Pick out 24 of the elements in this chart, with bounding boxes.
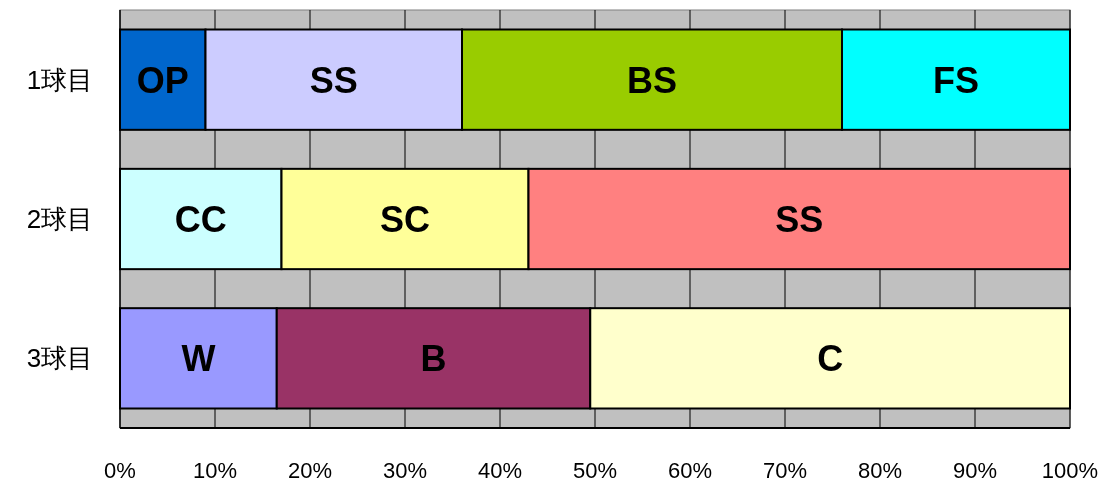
series-label: B — [420, 338, 447, 380]
x-tick-label: 50% — [572, 458, 618, 483]
series-label: FS — [932, 59, 980, 101]
x-tick-label: 70% — [762, 458, 808, 483]
y-tick-label: 3球目 — [26, 343, 94, 374]
x-tick-label: 30% — [382, 458, 428, 483]
x-tick-label: 0% — [104, 458, 136, 483]
series-label: CC — [174, 199, 227, 240]
series-label: BS — [626, 59, 678, 101]
series-label: SS — [309, 59, 358, 101]
x-tick-label: 90% — [952, 458, 998, 483]
series-label: SS — [775, 199, 824, 240]
series-label: W — [181, 338, 216, 380]
series-label: OP — [136, 59, 189, 101]
y-tick-label: 1球目 — [26, 64, 94, 95]
x-tick-label: 100% — [1041, 458, 1099, 483]
x-tick-label: 60% — [667, 458, 713, 483]
x-tick-label: 40% — [477, 458, 523, 483]
y-tick-label: 2球目 — [26, 204, 94, 234]
x-tick-label: 10% — [192, 458, 238, 483]
x-tick-label: 20% — [287, 458, 333, 483]
series-label: C — [817, 338, 844, 380]
series-label: SC — [379, 199, 431, 240]
x-tick-label: 80% — [857, 458, 903, 483]
